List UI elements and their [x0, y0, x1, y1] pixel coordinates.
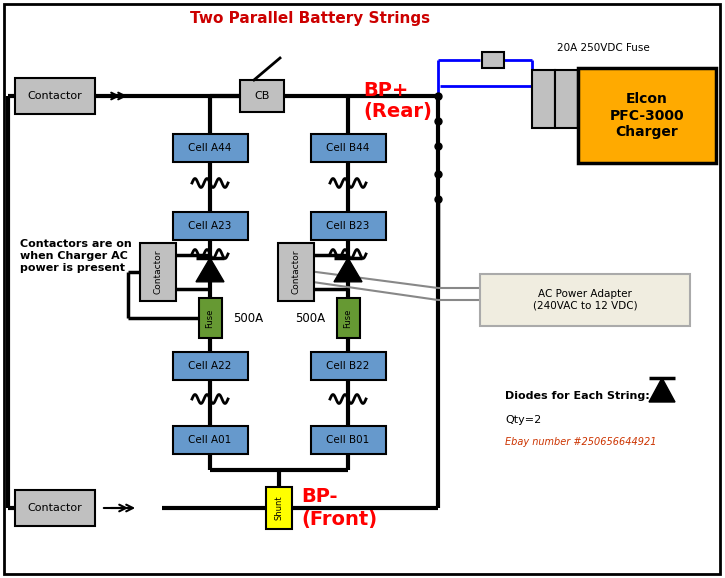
- Text: Cell B01: Cell B01: [326, 435, 370, 445]
- Bar: [310, 426, 386, 454]
- Text: Cell A44: Cell A44: [188, 143, 232, 153]
- Text: Fuse: Fuse: [205, 308, 215, 328]
- Bar: [482, 52, 504, 68]
- Text: Cell B22: Cell B22: [326, 361, 370, 371]
- Bar: [266, 487, 292, 529]
- Polygon shape: [334, 258, 362, 282]
- Bar: [140, 243, 176, 301]
- Text: Cell A01: Cell A01: [188, 435, 231, 445]
- Bar: [173, 426, 247, 454]
- Bar: [480, 274, 690, 326]
- Text: 500A: 500A: [233, 312, 263, 324]
- Bar: [310, 134, 386, 162]
- Text: Contactor: Contactor: [28, 503, 83, 513]
- Text: Qty=2: Qty=2: [505, 415, 542, 425]
- Text: Contactor: Contactor: [28, 91, 83, 101]
- Bar: [15, 78, 95, 114]
- Bar: [173, 212, 247, 240]
- Bar: [310, 352, 386, 380]
- Text: Cell B44: Cell B44: [326, 143, 370, 153]
- Bar: [310, 212, 386, 240]
- Polygon shape: [196, 258, 224, 282]
- Bar: [173, 352, 247, 380]
- Text: 20A 250VDC Fuse: 20A 250VDC Fuse: [557, 43, 650, 53]
- Bar: [336, 298, 360, 338]
- Text: Elcon
PFC-3000
Charger: Elcon PFC-3000 Charger: [610, 92, 684, 139]
- Text: Cell A23: Cell A23: [188, 221, 232, 231]
- Bar: [532, 70, 555, 128]
- Bar: [15, 490, 95, 526]
- Polygon shape: [649, 378, 675, 402]
- Text: AC Power Adapter
(240VAC to 12 VDC): AC Power Adapter (240VAC to 12 VDC): [533, 289, 637, 311]
- Text: BP-
(Front): BP- (Front): [301, 487, 377, 528]
- Text: Cell B23: Cell B23: [326, 221, 370, 231]
- Text: Contactor: Contactor: [154, 250, 162, 294]
- Text: BP+
(Rear): BP+ (Rear): [363, 80, 432, 121]
- Bar: [578, 68, 716, 163]
- Text: Fuse: Fuse: [344, 308, 352, 328]
- Text: CB: CB: [254, 91, 270, 101]
- Bar: [199, 298, 222, 338]
- Bar: [240, 80, 284, 112]
- Text: Contactors are on
when Charger AC
power is present: Contactors are on when Charger AC power …: [20, 239, 132, 273]
- Text: Cell A22: Cell A22: [188, 361, 232, 371]
- Text: Two Parallel Battery Strings: Two Parallel Battery Strings: [190, 10, 430, 25]
- Bar: [278, 243, 314, 301]
- Bar: [173, 134, 247, 162]
- Text: Shunt: Shunt: [275, 496, 283, 520]
- Text: 500A: 500A: [295, 312, 325, 324]
- Bar: [555, 70, 578, 128]
- Text: Ebay number #250656644921: Ebay number #250656644921: [505, 437, 657, 447]
- Text: Diodes for Each String:: Diodes for Each String:: [505, 391, 650, 401]
- Text: Contactor: Contactor: [291, 250, 300, 294]
